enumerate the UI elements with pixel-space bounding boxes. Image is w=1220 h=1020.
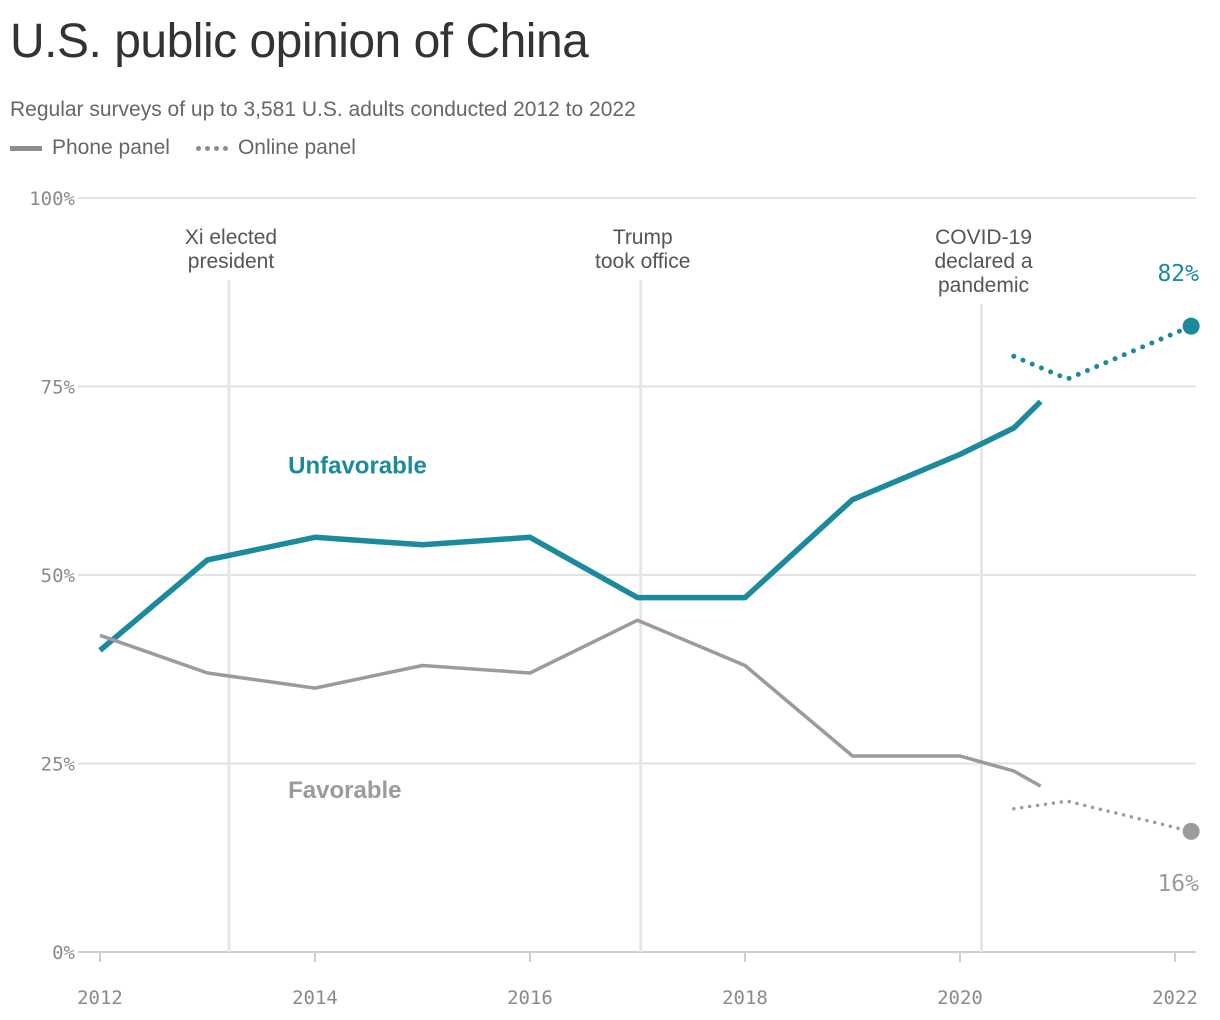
unfavorable-end-point — [1182, 317, 1200, 335]
x-tick-label: 2020 — [937, 987, 983, 1009]
end-value-label: 82% — [1157, 261, 1199, 287]
event-label: president — [188, 250, 275, 273]
x-tick-label: 2012 — [77, 987, 123, 1009]
series-label: Unfavorable — [288, 453, 427, 480]
event-label: COVID-19 — [935, 226, 1032, 249]
legend-label-phone: Phone panel — [52, 136, 170, 159]
unfavorable-solid-line — [98, 399, 1043, 653]
end-value-label: 16% — [1157, 871, 1199, 897]
event-label: Xi elected — [185, 226, 277, 249]
legend-label-online: Online panel — [237, 136, 356, 159]
legend-item-online: Online panel — [195, 136, 356, 160]
x-tick-label: 2014 — [292, 987, 338, 1009]
unfavorable-dotted-line — [1011, 323, 1194, 382]
chart-subtitle: Regular surveys of up to 3,581 U.S. adul… — [10, 98, 636, 121]
y-tick-label: 50% — [41, 565, 76, 587]
x-tick-label: 2018 — [722, 987, 768, 1009]
y-tick-label: 0% — [52, 942, 75, 964]
event-label: declared a — [934, 250, 1032, 273]
event-label: took office — [595, 250, 690, 273]
favorable-solid-line — [99, 618, 1042, 788]
y-tick-label: 100% — [29, 188, 75, 210]
event-label: Trump — [613, 226, 673, 249]
legend-dotted-line-icon — [195, 145, 228, 151]
favorable-dotted-line — [1012, 799, 1193, 834]
legend: Phone panel Online panel — [10, 134, 382, 162]
series-label: Favorable — [288, 777, 401, 804]
x-tick-label: 2016 — [507, 987, 553, 1009]
favorable-end-point — [1182, 822, 1200, 840]
legend-item-phone: Phone panel — [10, 136, 170, 160]
legend-solid-line-icon — [10, 145, 42, 151]
event-label: pandemic — [938, 274, 1029, 297]
x-tick-label: 2022 — [1152, 987, 1198, 1009]
y-tick-label: 75% — [41, 377, 76, 399]
y-tick-label: 25% — [41, 754, 76, 776]
chart-title: U.S. public opinion of China — [10, 15, 589, 68]
